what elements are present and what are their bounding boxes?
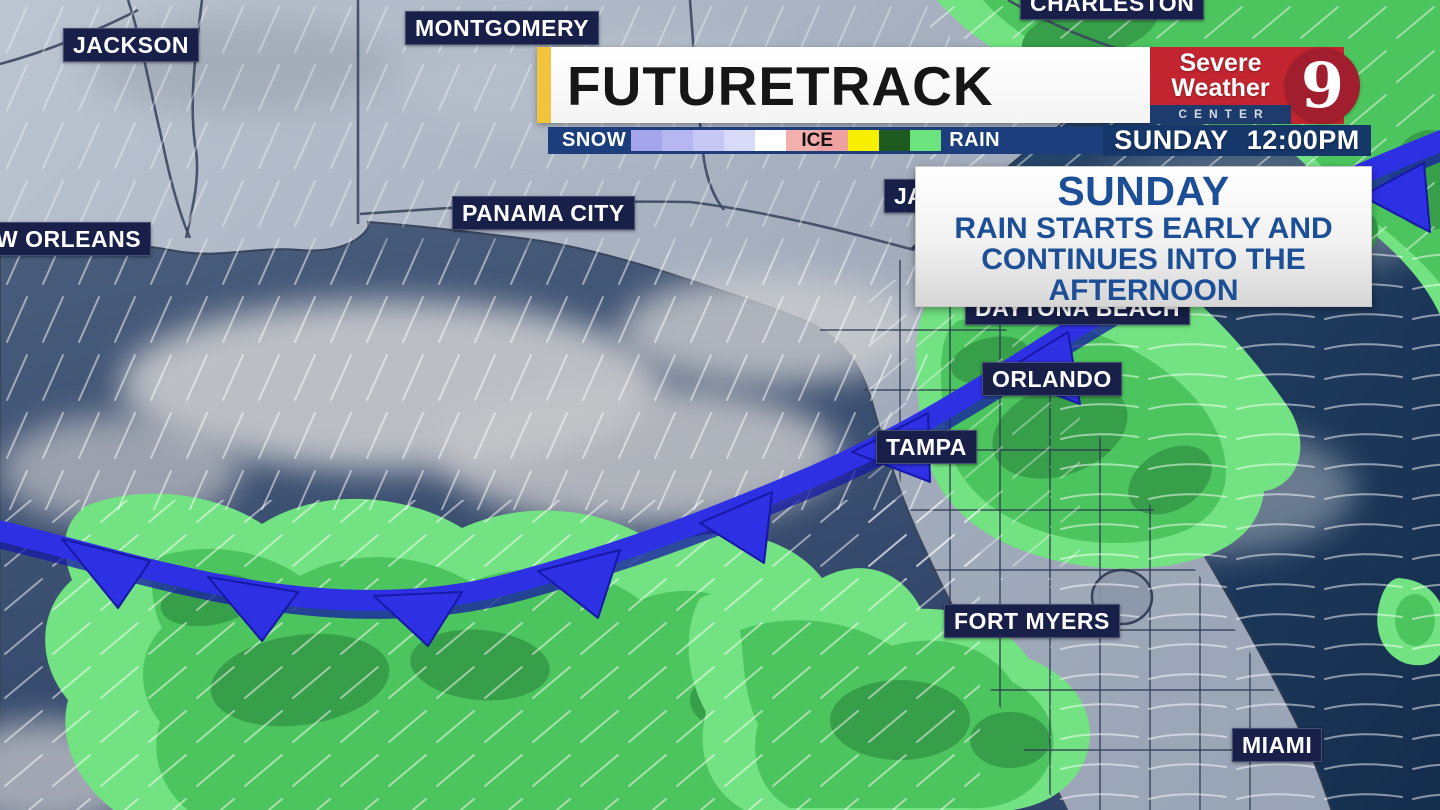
legend-swatch-snow-3	[693, 130, 725, 151]
city-label-new-orleans: W ORLEANS	[0, 222, 152, 256]
callout-title: SUNDAY	[1057, 168, 1230, 214]
city-label-orlando: ORLANDO	[982, 362, 1122, 396]
logo-nine-number: 9	[1300, 49, 1345, 122]
banner-accent-stripe	[537, 47, 551, 123]
legend-swatch-ice-2	[817, 130, 849, 151]
city-label-miami: MIAMI	[1232, 728, 1323, 762]
logo-center-line: CENTER	[1150, 105, 1291, 124]
program-title: FUTURETRACK	[567, 55, 994, 117]
timestamp-bar: SUNDAY 12:00PM	[1103, 125, 1371, 156]
callout-line-3: AFTERNOON	[1048, 274, 1239, 307]
forecast-callout: SUNDAY RAIN STARTS EARLY AND CONTINUES I…	[915, 166, 1372, 307]
legend-swatch-ice-1	[786, 130, 818, 151]
legend-swatch-rain-light	[910, 130, 942, 151]
legend-swatch-mix	[848, 130, 880, 151]
legend-snow-label: SNOW	[562, 129, 627, 151]
station-logo: Severe Weather	[1150, 47, 1291, 105]
legend-rain-label: RAIN	[949, 129, 1001, 151]
legend-swatch-snow-1	[631, 130, 663, 151]
city-label-tampa: TAMPA	[876, 430, 977, 464]
logo-nine-badge: 9	[1285, 48, 1360, 123]
city-label-jackson: JACKSON	[63, 28, 199, 62]
callout-line-1: RAIN STARTS EARLY AND	[954, 212, 1333, 245]
legend-swatch-rain-heavy	[879, 130, 911, 151]
legend-swatch-snow-2	[662, 130, 694, 151]
callout-line-2: CONTINUES INTO THE	[981, 243, 1306, 276]
timestamp-time: 12:00PM	[1246, 125, 1360, 155]
legend-swatch-snow-4	[724, 130, 756, 151]
program-banner: FUTURETRACK	[537, 47, 1150, 123]
city-label-panama-city: PANAMA CITY	[452, 196, 635, 230]
legend-swatches: ICE	[631, 130, 942, 151]
precip-legend: SNOW ICE RAIN	[548, 127, 1105, 154]
legend-swatch-snow-5	[755, 130, 787, 151]
logo-weather-line: Weather	[1171, 74, 1270, 102]
city-label-montgomery: MONTGOMERY	[405, 11, 600, 45]
logo-severe-line: Severe	[1179, 49, 1262, 77]
city-label-fort-myers: FORT MYERS	[944, 604, 1120, 638]
city-label-charleston: CHARLESTON	[1020, 0, 1205, 20]
timestamp-day: SUNDAY	[1114, 125, 1229, 155]
legend-ice-label: ICE	[801, 130, 834, 151]
